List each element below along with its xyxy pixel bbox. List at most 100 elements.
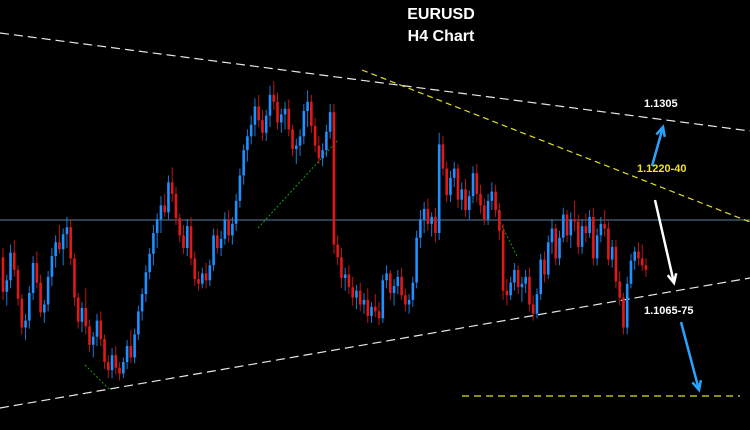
candle-body bbox=[554, 228, 558, 259]
candle-body bbox=[456, 168, 460, 200]
candle-body bbox=[167, 182, 170, 213]
candle-body bbox=[392, 286, 396, 293]
candle-body bbox=[216, 235, 219, 249]
candle-body bbox=[268, 94, 272, 116]
candle-body bbox=[20, 298, 24, 328]
candle-body bbox=[58, 242, 61, 250]
candle-body bbox=[73, 258, 76, 298]
candle-body bbox=[114, 355, 118, 368]
candle-body bbox=[122, 362, 125, 374]
candle-body bbox=[16, 269, 20, 299]
candle-body bbox=[580, 226, 584, 247]
candle-body bbox=[253, 106, 257, 125]
candle-body bbox=[189, 226, 193, 259]
candle-body bbox=[178, 218, 182, 236]
candle-body bbox=[603, 223, 606, 229]
candle-body bbox=[494, 191, 497, 211]
candle-body bbox=[592, 216, 595, 259]
arrow-up-target bbox=[650, 126, 665, 167]
candle-body bbox=[336, 244, 339, 258]
upper-target-label: 1.1305 bbox=[644, 98, 678, 110]
candle-body bbox=[434, 216, 437, 234]
candle-body bbox=[200, 273, 204, 284]
candle-body bbox=[340, 257, 343, 278]
candle-body bbox=[76, 297, 80, 322]
candle-body bbox=[12, 252, 16, 270]
candle-body bbox=[404, 295, 407, 305]
candle-body bbox=[35, 263, 39, 283]
candle-body bbox=[516, 269, 520, 288]
candle-body bbox=[467, 196, 471, 211]
candle-body bbox=[39, 282, 42, 313]
projection-arrows bbox=[650, 124, 703, 393]
candle-body bbox=[5, 280, 9, 292]
candle-body bbox=[422, 208, 426, 220]
candle-body bbox=[197, 279, 200, 284]
candle-body bbox=[219, 238, 223, 249]
candle-body bbox=[276, 101, 279, 123]
candle-body bbox=[106, 362, 110, 371]
candle-body bbox=[452, 168, 456, 178]
chart-title: EURUSD bbox=[407, 6, 475, 23]
candle-body bbox=[573, 219, 576, 222]
lower-trendline bbox=[0, 277, 750, 409]
candle-body bbox=[332, 112, 336, 245]
arrow-down-target-head bbox=[691, 379, 703, 393]
candle-body bbox=[182, 235, 185, 249]
candle-body bbox=[9, 252, 12, 281]
candle-body bbox=[54, 242, 57, 257]
candle-body bbox=[261, 120, 264, 133]
candle-body bbox=[159, 205, 163, 220]
candle-body bbox=[419, 219, 422, 238]
candle-body bbox=[535, 294, 539, 314]
candle-body bbox=[246, 136, 249, 151]
candle-body bbox=[50, 256, 54, 277]
candle-body bbox=[313, 125, 317, 146]
candle-body bbox=[633, 251, 637, 261]
candle-body bbox=[125, 345, 129, 363]
candle-body bbox=[328, 112, 332, 132]
candle-body bbox=[80, 307, 84, 322]
candle-body bbox=[91, 336, 95, 345]
candle-body bbox=[46, 276, 50, 305]
candle-body bbox=[569, 219, 573, 236]
guide-line bbox=[499, 221, 519, 259]
candle-body bbox=[441, 144, 445, 169]
candle-body bbox=[520, 283, 524, 288]
candle-body bbox=[355, 290, 358, 298]
candle-body bbox=[238, 175, 242, 201]
candle-body bbox=[531, 304, 535, 314]
candle-body bbox=[640, 258, 644, 266]
candle-body bbox=[283, 108, 287, 115]
lower-target-label: 1.1065-75 bbox=[644, 305, 694, 317]
candle-body bbox=[539, 259, 543, 295]
candle-body bbox=[227, 219, 230, 236]
candle-body bbox=[509, 282, 512, 296]
candle-body bbox=[599, 223, 603, 236]
candle-body bbox=[28, 292, 31, 321]
candle-body bbox=[565, 214, 569, 236]
upper-trendline bbox=[0, 32, 750, 132]
candle-body bbox=[607, 228, 610, 260]
candle-body bbox=[133, 334, 136, 358]
candle-body bbox=[550, 228, 554, 243]
candle-body bbox=[426, 208, 430, 224]
arrow-up-target-head bbox=[655, 124, 666, 138]
candle-body bbox=[505, 290, 509, 296]
candle-body bbox=[61, 234, 65, 250]
candle-body bbox=[212, 235, 215, 266]
candle-body bbox=[362, 299, 366, 305]
candle-body bbox=[389, 273, 392, 293]
candle-body bbox=[257, 106, 260, 121]
candle-body bbox=[204, 273, 208, 281]
candle-body bbox=[155, 219, 159, 234]
candle-body bbox=[148, 253, 151, 273]
candle-body bbox=[543, 259, 546, 275]
candle-body bbox=[479, 193, 482, 206]
candle-body bbox=[622, 297, 625, 328]
candle-body bbox=[471, 173, 475, 197]
candle-body bbox=[234, 200, 238, 224]
arrow-down-head bbox=[666, 272, 678, 286]
candle-body bbox=[366, 299, 370, 316]
